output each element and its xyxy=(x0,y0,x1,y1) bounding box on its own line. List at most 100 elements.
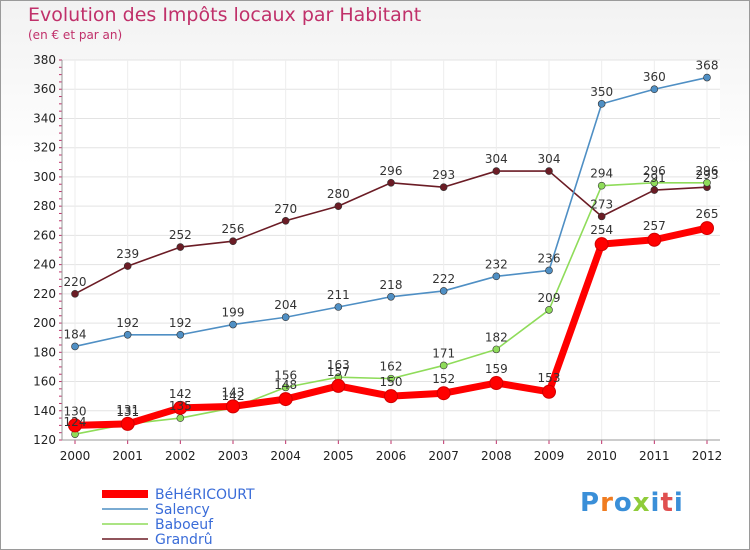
data-label: 131 xyxy=(116,403,139,417)
data-label: 293 xyxy=(696,168,719,182)
data-label: 368 xyxy=(696,59,719,73)
y-tick-label: 180 xyxy=(33,345,56,359)
data-point xyxy=(176,414,185,422)
data-point xyxy=(439,361,448,370)
data-label: 254 xyxy=(590,223,613,237)
data-point xyxy=(545,167,553,175)
data-point xyxy=(492,167,501,175)
data-label: 148 xyxy=(274,378,297,392)
logo-letter: o xyxy=(613,488,633,518)
y-tick-label: 300 xyxy=(33,170,56,184)
data-label: 360 xyxy=(643,70,666,84)
y-tick-label: 140 xyxy=(33,404,56,418)
data-label: 304 xyxy=(538,152,561,166)
data-point xyxy=(647,232,662,247)
data-point xyxy=(492,272,501,281)
proxiti-logo: Proxiti xyxy=(580,488,684,518)
x-tick-label: 2012 xyxy=(692,449,723,463)
data-label: 236 xyxy=(538,251,561,265)
series-lines xyxy=(68,73,714,438)
data-label: 153 xyxy=(538,371,561,385)
data-label: 157 xyxy=(327,365,350,379)
x-tick-label: 2001 xyxy=(112,449,143,463)
data-label: 350 xyxy=(590,85,613,99)
data-point xyxy=(334,303,343,311)
data-label: 131 xyxy=(116,405,139,419)
data-label: 293 xyxy=(432,168,455,182)
data-label: 270 xyxy=(274,202,297,216)
data-point xyxy=(597,100,606,108)
data-point xyxy=(71,290,79,298)
data-point xyxy=(594,237,609,252)
x-tick-label: 2007 xyxy=(428,449,459,463)
x-tick-label: 2008 xyxy=(481,449,512,463)
data-label: 218 xyxy=(380,278,403,292)
data-label: 220 xyxy=(64,275,87,289)
data-point xyxy=(387,178,395,187)
data-point xyxy=(439,183,448,191)
data-label: 296 xyxy=(696,164,719,178)
data-label: 192 xyxy=(169,316,192,330)
data-label: 296 xyxy=(643,164,666,178)
data-label: 156 xyxy=(274,368,297,382)
data-point xyxy=(703,178,711,187)
data-point xyxy=(597,212,606,221)
x-tick-label: 2009 xyxy=(534,449,565,463)
y-tick-label: 280 xyxy=(33,199,56,213)
data-point xyxy=(384,389,398,404)
data-label: 171 xyxy=(432,346,455,360)
data-label: 163 xyxy=(327,358,350,372)
y-tick-label: 160 xyxy=(33,375,56,389)
data-label: 291 xyxy=(643,171,666,185)
data-point xyxy=(226,399,240,414)
y-tick-label: 380 xyxy=(33,53,56,67)
data-point xyxy=(331,378,346,393)
data-label: 280 xyxy=(327,187,350,201)
data-point xyxy=(278,392,293,407)
data-point xyxy=(176,243,185,251)
data-label: 142 xyxy=(169,387,192,401)
data-label: 211 xyxy=(327,288,350,302)
data-label: 162 xyxy=(380,360,403,374)
x-tick-label: 2000 xyxy=(60,449,91,463)
data-point xyxy=(123,330,132,339)
data-label: 150 xyxy=(380,375,403,389)
chart-subtitle: (en € et par an) xyxy=(28,28,123,42)
data-label: 184 xyxy=(64,327,87,341)
data-label: 143 xyxy=(222,385,245,399)
legend-label: Salency xyxy=(155,502,210,518)
data-label: 222 xyxy=(432,272,455,286)
data-point xyxy=(545,266,553,275)
x-tick-label: 2004 xyxy=(270,449,301,463)
data-point xyxy=(281,313,290,322)
x-tick-label: 2010 xyxy=(586,449,617,463)
x-tick-label: 2002 xyxy=(165,449,196,463)
data-label: 294 xyxy=(590,167,613,181)
data-point xyxy=(650,85,659,94)
data-label: 252 xyxy=(169,228,192,242)
data-point xyxy=(229,320,237,329)
y-tick-label: 340 xyxy=(33,111,56,125)
data-point xyxy=(176,330,185,339)
data-point xyxy=(545,306,553,314)
x-tick-label: 2003 xyxy=(218,449,249,463)
data-label: 124 xyxy=(64,415,87,429)
axes: 120 140 160 180 200 220 240 260 280 300 320 340 360 3… xyxy=(33,53,722,463)
data-point xyxy=(68,418,82,433)
data-point xyxy=(123,262,132,270)
y-tick-label: 200 xyxy=(33,316,56,330)
data-point xyxy=(597,181,606,190)
data-label: 296 xyxy=(380,164,403,178)
legend-label: Baboeuf xyxy=(155,517,214,533)
data-point xyxy=(173,400,188,415)
data-label: 142 xyxy=(222,389,245,403)
logo-letter: r xyxy=(600,488,614,518)
y-tick-label: 120 xyxy=(33,433,56,447)
legend-label: Grandrû xyxy=(155,532,213,548)
x-tick-label: 2011 xyxy=(639,449,670,463)
data-point xyxy=(387,292,395,301)
x-tick-label: 2006 xyxy=(376,449,407,463)
y-tick-label: 220 xyxy=(33,287,56,301)
